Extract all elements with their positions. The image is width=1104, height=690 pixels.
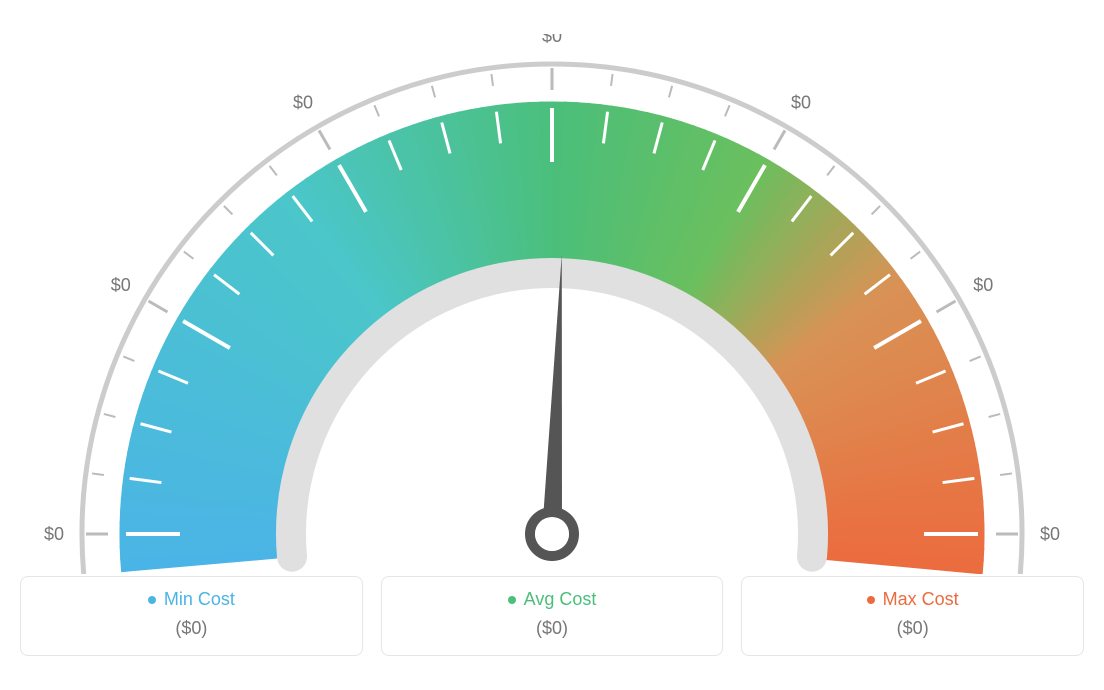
- svg-text:$0: $0: [1040, 524, 1060, 544]
- legend-label-min: Min Cost: [21, 589, 362, 610]
- svg-text:$0: $0: [293, 93, 313, 113]
- legend-value-max: ($0): [742, 618, 1083, 639]
- legend-label-max-text: Max Cost: [883, 589, 959, 609]
- legend-row: Min Cost ($0) Avg Cost ($0) Max Cost ($0…: [20, 576, 1084, 656]
- svg-text:$0: $0: [791, 93, 811, 113]
- legend-label-min-text: Min Cost: [164, 589, 235, 609]
- legend-value-min: ($0): [21, 618, 362, 639]
- legend-dot-min: [148, 596, 156, 604]
- svg-text:$0: $0: [44, 524, 64, 544]
- legend-label-avg: Avg Cost: [382, 589, 723, 610]
- gauge-chart-container: $0 $0 $0 $0 $0 $0 $0 Min Cost ($0) Avg Cost ($…: [20, 34, 1084, 656]
- legend-card-min: Min Cost ($0): [20, 576, 363, 656]
- legend-label-avg-text: Avg Cost: [524, 589, 597, 609]
- svg-text:$0: $0: [973, 275, 993, 295]
- svg-text:$0: $0: [542, 34, 562, 46]
- legend-dot-avg: [508, 596, 516, 604]
- legend-value-avg: ($0): [382, 618, 723, 639]
- legend-card-avg: Avg Cost ($0): [381, 576, 724, 656]
- legend-card-max: Max Cost ($0): [741, 576, 1084, 656]
- gauge-wrap: $0 $0 $0 $0 $0 $0 $0: [20, 34, 1084, 574]
- legend-label-max: Max Cost: [742, 589, 1083, 610]
- legend-dot-max: [867, 596, 875, 604]
- gauge-svg: $0 $0 $0 $0 $0 $0 $0: [20, 34, 1084, 574]
- svg-text:$0: $0: [111, 275, 131, 295]
